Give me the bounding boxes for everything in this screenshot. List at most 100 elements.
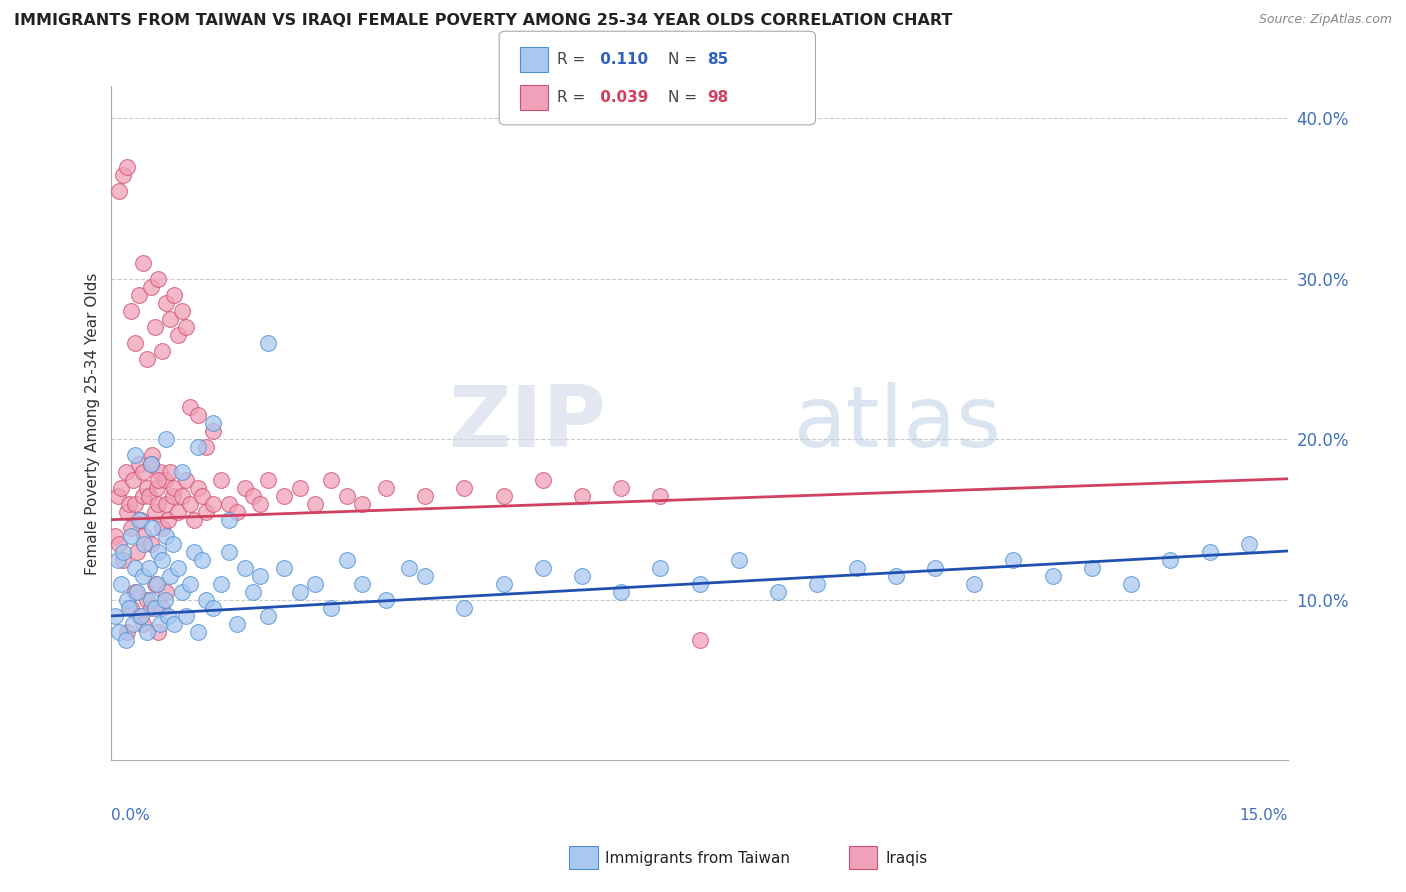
Point [190, 489, 212, 503]
Point [374, 593, 396, 607]
Point [413, 489, 436, 503]
Point [884, 569, 907, 583]
Point [115, 593, 138, 607]
Point [352, 497, 374, 511]
Point [129, 513, 152, 527]
Point [202, 425, 225, 439]
Point [155, 296, 177, 310]
Point [125, 545, 148, 559]
Point [273, 561, 295, 575]
Point [124, 336, 146, 351]
Point [170, 465, 193, 479]
Point [139, 537, 162, 551]
Point [728, 553, 751, 567]
Point [104, 529, 127, 543]
Point [153, 593, 176, 607]
Point [187, 481, 209, 495]
Point [132, 465, 155, 479]
Point [152, 521, 174, 535]
Point [124, 585, 146, 599]
Point [202, 497, 225, 511]
Point [257, 609, 280, 624]
Text: R =: R = [557, 90, 591, 104]
Point [209, 473, 232, 487]
Point [650, 489, 672, 503]
Point [167, 505, 190, 519]
Point [1159, 553, 1181, 567]
Text: atlas: atlas [794, 382, 1002, 465]
Point [492, 577, 515, 591]
Point [110, 481, 132, 495]
Point [139, 593, 162, 607]
Point [149, 617, 172, 632]
Point [218, 497, 240, 511]
Point [336, 553, 359, 567]
Point [148, 497, 170, 511]
Point [115, 625, 138, 640]
Point [135, 352, 157, 367]
Point [1119, 577, 1142, 591]
Point [112, 168, 135, 182]
Point [135, 481, 157, 495]
Point [139, 280, 162, 294]
Point [413, 569, 436, 583]
Point [531, 561, 554, 575]
Point [143, 577, 166, 591]
Point [107, 553, 129, 567]
Point [1042, 569, 1064, 583]
Point [571, 489, 593, 503]
Point [132, 617, 155, 632]
Text: 85: 85 [707, 53, 728, 67]
Point [374, 481, 396, 495]
Point [924, 561, 946, 575]
Text: ZIP: ZIP [449, 382, 606, 465]
Point [398, 561, 420, 575]
Point [174, 320, 197, 334]
Point [1081, 561, 1104, 575]
Point [148, 473, 170, 487]
Point [122, 473, 145, 487]
Text: R =: R = [557, 53, 591, 67]
Point [257, 473, 280, 487]
Point [152, 601, 174, 615]
Point [304, 577, 326, 591]
Point [115, 505, 138, 519]
Point [170, 489, 193, 503]
Point [156, 609, 179, 624]
Point [120, 304, 142, 318]
Point [226, 505, 249, 519]
Point [163, 288, 186, 302]
Point [128, 513, 150, 527]
Point [162, 489, 184, 503]
Point [249, 497, 271, 511]
Point [120, 521, 142, 535]
Point [202, 417, 225, 431]
Point [167, 328, 190, 343]
Point [124, 449, 146, 463]
Point [112, 545, 135, 559]
Point [352, 577, 374, 591]
Point [108, 625, 131, 640]
Point [155, 497, 177, 511]
Point [134, 529, 156, 543]
Point [174, 609, 197, 624]
Point [174, 473, 197, 487]
Point [132, 489, 155, 503]
Point [845, 561, 868, 575]
Point [257, 336, 280, 351]
Point [242, 489, 264, 503]
Point [453, 481, 475, 495]
Point [610, 481, 633, 495]
Text: 0.0%: 0.0% [111, 807, 150, 822]
Point [155, 585, 177, 599]
Point [124, 561, 146, 575]
Point [319, 601, 342, 615]
Point [249, 569, 271, 583]
Point [159, 569, 181, 583]
Text: 0.110: 0.110 [595, 53, 648, 67]
Point [110, 577, 132, 591]
Point [288, 481, 311, 495]
Point [167, 561, 190, 575]
Point [108, 184, 131, 198]
Point [273, 489, 295, 503]
